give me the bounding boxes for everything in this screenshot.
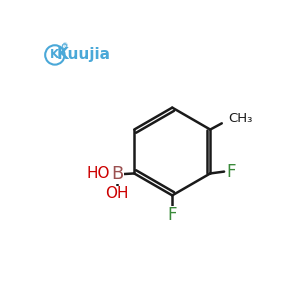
Text: F: F xyxy=(227,163,236,181)
Text: B: B xyxy=(111,165,123,183)
Text: HO: HO xyxy=(87,166,110,181)
Text: OH: OH xyxy=(105,186,129,201)
Text: F: F xyxy=(167,206,177,224)
Text: Kuujia: Kuujia xyxy=(57,47,111,62)
Text: ®: ® xyxy=(61,44,68,49)
Text: CH₃: CH₃ xyxy=(229,112,253,125)
Text: K: K xyxy=(50,48,59,62)
